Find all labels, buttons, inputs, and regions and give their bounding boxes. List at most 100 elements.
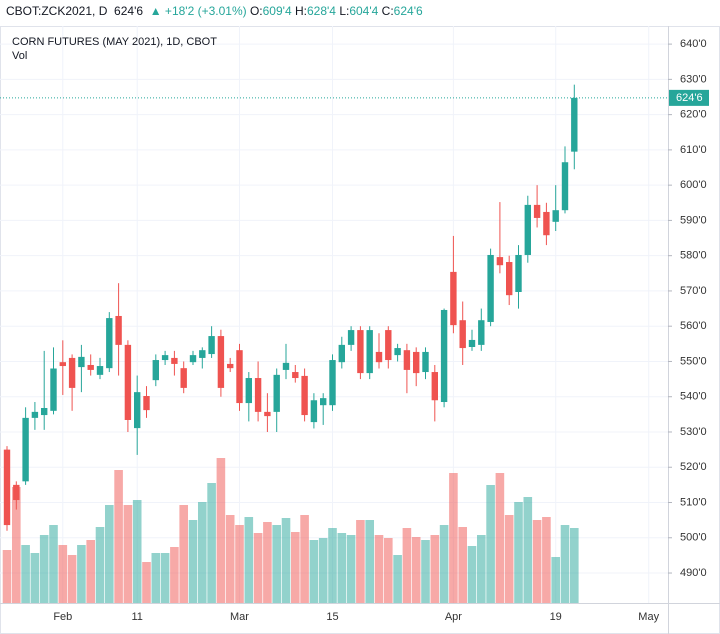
candle-body [22, 417, 29, 482]
volume-bar [244, 517, 254, 603]
candle-body [282, 362, 290, 370]
volume-bar [402, 528, 412, 603]
ohlc-label: H: [294, 4, 307, 18]
candle-body [143, 396, 150, 411]
x-tick-label: 15 [326, 611, 338, 623]
volume-bar [253, 533, 263, 603]
candle-body [320, 398, 327, 406]
candle-body [124, 344, 132, 420]
candle-body [450, 271, 457, 326]
volume-bar [393, 555, 402, 603]
x-tick-label: 19 [550, 611, 562, 623]
volume-bar [272, 525, 281, 603]
volume-bar [235, 525, 244, 603]
candle-body [59, 362, 66, 367]
volume-bar [123, 505, 133, 603]
volume-bar [58, 545, 68, 603]
volume-bar [523, 497, 533, 603]
last-price: 624'6 [114, 4, 144, 18]
candle-body [50, 368, 57, 411]
candle-body [366, 330, 373, 374]
volume-bar [86, 540, 95, 603]
candle-body [459, 320, 466, 349]
volume-bar [542, 517, 551, 603]
volume-label: Vol [12, 50, 27, 62]
y-tick-label: 510'0 [680, 496, 707, 508]
volume-bar [346, 535, 356, 603]
chart-title: CORN FUTURES (MAY 2021), 1D, CBOT [12, 36, 217, 48]
ohlc-value: 609'4 [262, 4, 292, 18]
candle-body [152, 360, 159, 381]
volume-bar [207, 483, 216, 603]
candle-body [431, 372, 438, 401]
candle-body [329, 360, 336, 406]
candle-body [3, 449, 11, 526]
ohlc-value: 628'4 [306, 4, 336, 18]
volume-bar [170, 547, 179, 603]
x-tick-label: 11 [131, 611, 142, 623]
candle-body [208, 336, 215, 355]
y-tick-label: 500'0 [680, 532, 707, 544]
x-tick-label: Feb [53, 611, 72, 623]
volume-bar [281, 518, 291, 603]
x-tick-label: Mar [230, 611, 249, 623]
volume-bar [551, 557, 560, 603]
volume-bar [449, 473, 458, 603]
last-price-box [669, 89, 709, 106]
ohlc-value: 624'6 [393, 4, 423, 18]
candle-body [227, 363, 234, 369]
candle-body [161, 355, 169, 361]
volume-bar [39, 535, 49, 603]
candle-body [301, 375, 308, 416]
volume-bar [458, 527, 467, 603]
volume-bar [132, 500, 142, 603]
y-tick-label: 550'0 [680, 355, 707, 367]
y-tick-label: 630'0 [680, 73, 707, 85]
volume-bar [477, 535, 486, 603]
volume-bar [309, 540, 319, 603]
volume-bar [216, 458, 226, 603]
volume-bar [411, 537, 421, 603]
x-tick-label: Apr [445, 611, 462, 623]
candle-body [496, 257, 504, 266]
volume-bar [2, 550, 12, 603]
volume-bar [467, 546, 477, 603]
candle-body [87, 364, 94, 370]
volume-bar [356, 520, 365, 603]
volume-bar [151, 553, 161, 603]
candle-body [422, 351, 429, 373]
candle-body [506, 262, 513, 296]
x-tick-label: May [638, 611, 659, 623]
candle-body [543, 211, 550, 236]
last-price-label: 624'6 [676, 92, 703, 104]
ohlc-label: O: [249, 4, 263, 18]
y-tick-label: 590'0 [680, 214, 707, 226]
volume-bar [504, 515, 514, 603]
volume-bar [318, 538, 328, 603]
ohlc-value: 604'4 [349, 4, 379, 18]
candle-body [273, 374, 280, 412]
candle-body [561, 162, 569, 211]
volume-bar [430, 535, 440, 603]
volume-bar [188, 520, 198, 603]
volume-bar [486, 485, 495, 603]
y-tick-label: 540'0 [680, 391, 707, 403]
candle-body [236, 350, 243, 404]
y-tick-label: 560'0 [680, 320, 707, 332]
candle-body [487, 254, 494, 322]
volume-bar [21, 545, 30, 603]
y-tick-label: 620'0 [680, 109, 707, 121]
volume-bar [12, 487, 21, 603]
candle-body [171, 357, 178, 364]
y-tick-label: 520'0 [680, 461, 707, 473]
volume-bar [532, 520, 542, 603]
candle-body [106, 318, 113, 369]
candle-body [180, 368, 187, 388]
candle-body [13, 484, 20, 501]
candle-body [440, 309, 448, 403]
candle-body [134, 392, 141, 429]
candle-body [468, 339, 476, 348]
volume-bar [328, 528, 337, 603]
